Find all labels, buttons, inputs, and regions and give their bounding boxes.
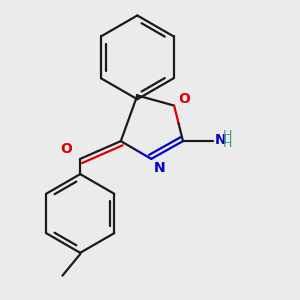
Text: H: H	[223, 136, 232, 150]
Text: N: N	[154, 161, 165, 175]
Text: N: N	[215, 133, 226, 147]
Text: O: O	[60, 142, 72, 156]
Text: O: O	[178, 92, 190, 106]
Text: H: H	[223, 129, 232, 142]
